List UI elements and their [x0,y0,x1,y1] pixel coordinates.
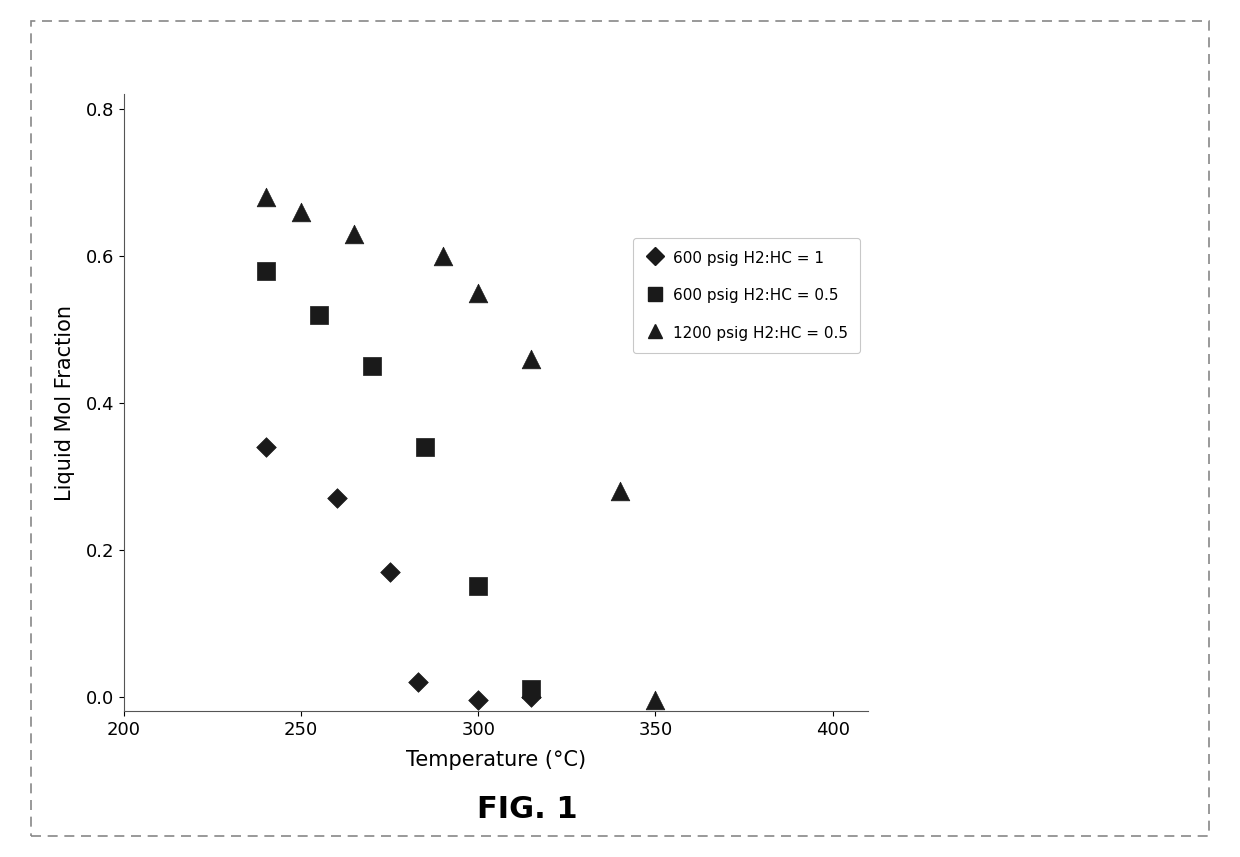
Text: FIG. 1: FIG. 1 [476,795,578,824]
Point [291,205,311,219]
Point [469,579,489,593]
Point [469,693,489,707]
Y-axis label: Liquid Mol Fraction: Liquid Mol Fraction [55,305,74,500]
Point [522,682,542,696]
Legend: 600 psig H2:HC = 1, 600 psig H2:HC = 0.5, 1200 psig H2:HC = 0.5: 600 psig H2:HC = 1, 600 psig H2:HC = 0.5… [634,237,861,353]
Point [522,352,542,366]
Point [610,484,630,498]
Point [646,693,666,707]
X-axis label: Temperature (°C): Temperature (°C) [405,750,587,770]
Point [469,285,489,299]
Point [255,190,275,204]
Point [522,690,542,704]
Point [326,491,346,505]
Point [379,565,399,578]
Point [362,359,382,373]
Point [255,440,275,453]
Point [345,227,365,241]
Point [415,440,435,453]
Point [408,675,428,689]
Point [433,249,453,263]
Point [255,264,275,278]
Point [309,308,329,321]
